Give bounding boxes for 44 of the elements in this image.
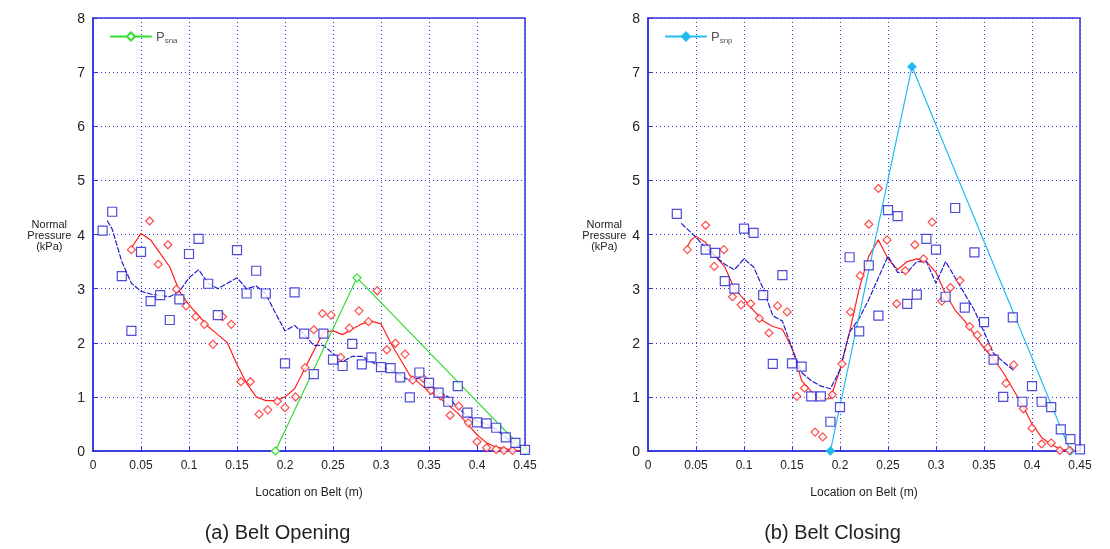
y-tick-label: 6 [632,118,641,135]
y-tick-label: 0 [77,443,86,459]
x-tick-label: 0.15 [780,458,804,472]
y-tick-label: 2 [77,334,86,351]
x-tick-label: 0.1 [180,458,198,472]
y-tick-label: 5 [77,172,86,189]
x-tick-label: 0.25 [876,458,900,472]
x-tick-label: 0.25 [321,458,345,472]
x-tick-label: 0.35 [972,458,996,472]
y-tick-label: 4 [77,226,86,243]
y-axis-title: Normal Pressure (kPa) [27,217,72,252]
x-tick-label: 0.4 [468,458,486,472]
x-tick-label: 0 [644,458,652,472]
x-tick-label: 0 [89,458,97,472]
x-tick-label: 0.1 [735,458,753,472]
x-axis-title: Location on Belt (m) [810,485,918,499]
x-tick-label: 0.05 [684,458,708,472]
y-tick-label: 3 [77,280,86,297]
x-tick-label: 0.35 [417,458,441,472]
y-tick-label: 8 [632,10,641,26]
x-axis-title: Location on Belt (m) [255,485,363,499]
x-tick-label: 0.05 [129,458,153,472]
x-tick-label: 0.4 [1023,458,1041,472]
y-tick-label: 1 [632,388,641,405]
x-tick-label: 0.3 [372,458,390,472]
y-axis-title: Normal Pressure (kPa) [582,217,627,252]
x-tick-label: 0.45 [1068,458,1092,472]
y-tick-label: 0 [632,443,641,459]
x-tick-label: 0.2 [831,458,849,472]
text: (b) Belt Closing [764,521,901,543]
y-tick-label: 3 [632,280,641,297]
y-tick-label: 1 [77,388,86,405]
y-tick-label: 7 [632,64,641,81]
y-tick-label: 4 [632,226,641,243]
y-tick-label: 8 [77,10,86,26]
x-tick-label: 0.45 [513,458,537,472]
y-tick-label: 6 [77,118,86,135]
text: (a) Belt Opening [204,521,351,543]
x-tick-label: 0.15 [225,458,249,472]
y-tick-label: 5 [632,172,641,189]
x-tick-label: 0.2 [276,458,294,472]
x-tick-label: 0.3 [927,458,945,472]
y-tick-label: 7 [77,64,86,81]
y-tick-label: 2 [632,334,641,351]
